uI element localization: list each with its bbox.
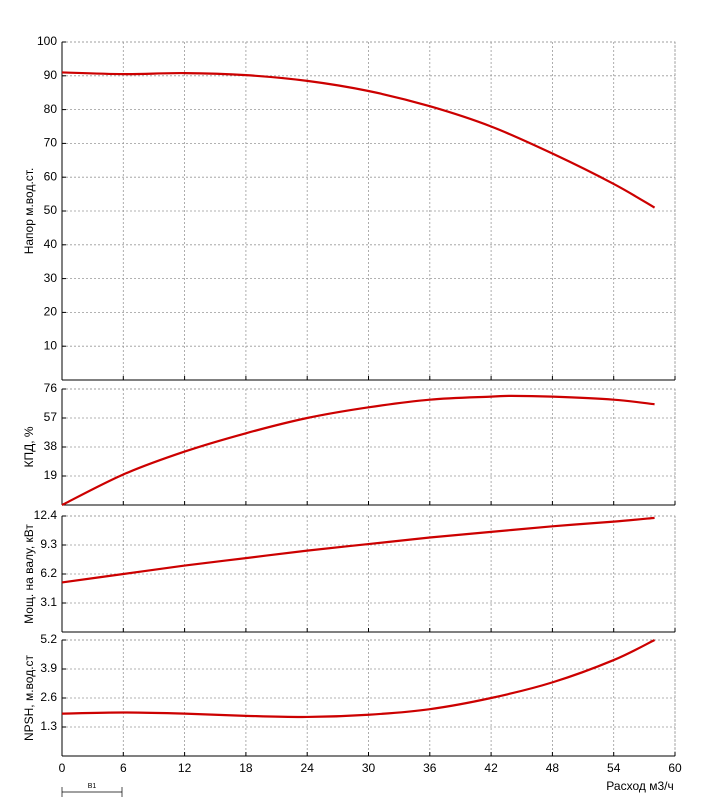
y-tick-label: 70	[44, 136, 58, 150]
y-axis-label: NPSH, м.вод.ст	[22, 654, 36, 741]
x-tick-label: 36	[423, 761, 437, 775]
y-tick-label: 6.2	[40, 566, 57, 580]
y-tick-label: 50	[44, 203, 58, 217]
x-tick-label: 30	[362, 761, 376, 775]
x-tick-label: 6	[120, 761, 127, 775]
y-tick-label: 100	[37, 34, 57, 48]
x-tick-label: 12	[178, 761, 192, 775]
y-tick-label: 10	[44, 338, 58, 352]
x-tick-label: 60	[668, 761, 682, 775]
y-tick-label: 80	[44, 102, 58, 116]
y-axis-label: КПД, %	[22, 426, 36, 467]
y-tick-label: 90	[44, 68, 58, 82]
y-tick-label: 40	[44, 237, 58, 251]
marker	[61, 787, 123, 797]
y-tick-label: 38	[44, 439, 58, 453]
y-tick-label: 12.4	[34, 508, 58, 522]
curve	[61, 394, 655, 506]
y-tick-label: 3.9	[40, 661, 57, 675]
y-tick-label: 20	[44, 305, 58, 319]
x-tick-label: 18	[239, 761, 253, 775]
y-tick-label: 1.3	[40, 719, 57, 733]
y-axis-label: Мощ. на валу, кВт	[22, 524, 36, 624]
y-tick-label: 3.1	[40, 595, 57, 609]
y-tick-label: 57	[44, 410, 58, 424]
y-tick-label: 60	[44, 169, 58, 183]
y-axis-label: Напор м.вод.ст.	[22, 168, 36, 255]
x-tick-label: 42	[484, 761, 498, 775]
y-tick-label: 76	[44, 381, 58, 395]
annotation: B1	[88, 783, 97, 790]
y-tick-label: 30	[44, 271, 58, 285]
y-tick-label: 9.3	[40, 537, 57, 551]
y-tick-label: 5.2	[40, 632, 57, 646]
x-tick-label: 54	[607, 761, 621, 775]
curve	[61, 639, 656, 719]
x-tick-label: 0	[59, 761, 66, 775]
x-tick-label: 48	[546, 761, 560, 775]
y-tick-label: 19	[44, 468, 58, 482]
x-axis-label: Расход м3/ч	[606, 779, 673, 793]
x-tick-label: 24	[301, 761, 315, 775]
y-tick-label: 2.6	[40, 690, 57, 704]
curve	[61, 71, 656, 209]
curve	[61, 516, 655, 584]
